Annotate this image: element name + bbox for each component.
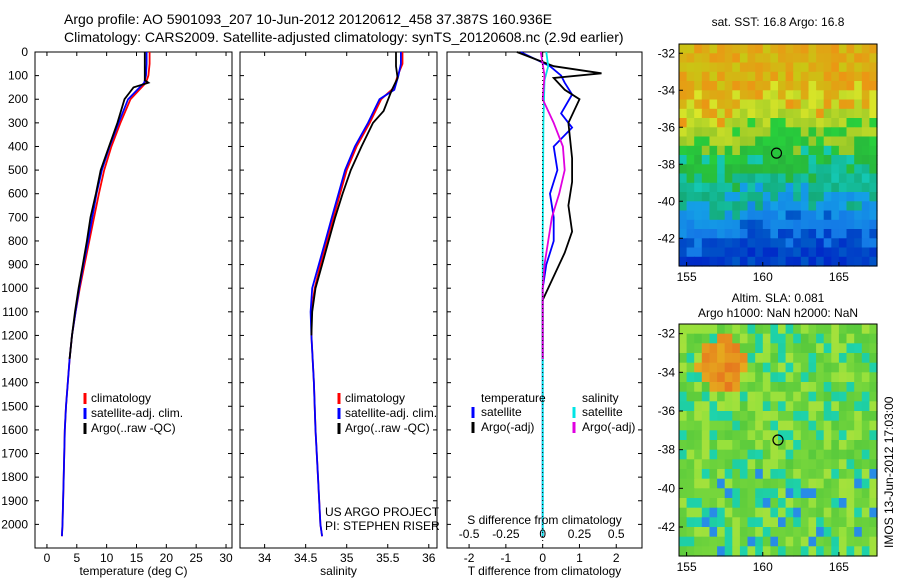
series-line-difference-3 [539,51,566,359]
annotation-project: US ARGO PROJECT [325,505,440,519]
sst-map-title: sat. SST: 16.8 Argo: 16.8 [712,15,845,29]
argo-position-marker [772,434,784,446]
series-line-difference-1 [516,51,602,359]
sla-map-title-line1: Altim. SLA: 0.081 [732,291,825,305]
legend-label-salinity: Argo(..raw -QC) [345,421,430,435]
legend-label-difference: Argo(-adj) [582,420,635,434]
depth-tick-label: 1700 [1,447,28,461]
depth-tick-label: 500 [8,163,28,177]
map-xtick-label: 160 [753,560,773,574]
xtick-label-salinity: 35.5 [376,551,400,565]
map-frame-sst-map [678,43,878,267]
imos-side-label: IMOS 13-Jun-2012 17:03:00 [882,396,896,548]
map-xtick-label: 160 [753,270,773,284]
argo-position-marker [770,147,783,159]
xtick-label-salinity: 35 [340,551,354,565]
map-ytick-label: -36 [658,404,676,418]
depth-tick-label: 1500 [1,399,28,413]
depth-tick-label: 1800 [1,470,28,484]
panel-frame-difference [446,51,643,549]
annotation-pi: PI: STEPHEN RISER [325,519,440,533]
xtick-label-temperature: 5 [73,551,80,565]
xtick-label-difference: 1 [576,551,583,565]
map-field-sst-map [679,44,878,267]
depth-tick-label: 700 [8,210,28,224]
series-line-salinity-2 [310,52,399,336]
xtick-label-difference: -2 [464,551,475,565]
map-ytick-label: -32 [658,327,676,341]
depth-tick-label: 200 [8,92,28,106]
legend-label-salinity: climatology [345,391,405,405]
plot-title-line2: Climatology: CARS2009. Satellite-adjuste… [64,29,624,45]
xtick-s-label: 0.5 [608,527,625,541]
depth-tick-label: 400 [8,139,28,153]
xtick-label-salinity: 34.5 [294,551,318,565]
depth-tick-label: 900 [8,258,28,272]
map-ytick-label: -38 [658,443,676,457]
depth-tick-label: 2000 [1,517,28,531]
legend-label-temperature: Argo(..raw -QC) [91,421,176,435]
depth-tick-label: 1600 [1,423,28,437]
legend-label-temperature: satellite-adj. clim. [91,406,183,420]
depth-tick-label: 1000 [1,281,28,295]
xlabel-top-difference: S difference from climatology [467,513,622,527]
legend-label-salinity: satellite-adj. clim. [345,406,437,420]
xtick-label-salinity: 34 [258,551,272,565]
map-ytick-label: -42 [658,520,676,534]
series-line-temperature-2 [68,52,151,360]
xtick-label-temperature: 20 [160,551,174,565]
xtick-label-difference: 2 [613,551,620,565]
map-ytick-label: -36 [658,120,676,134]
xlabel-salinity: salinity [320,564,357,578]
xtick-s-label: 0.25 [568,527,592,541]
xtick-label-temperature: 10 [100,551,114,565]
depth-tick-label: 1400 [1,376,28,390]
xlabel-temperature: temperature (deg C) [79,564,187,578]
map-xtick-label: 165 [829,560,849,574]
legend-header-temperature: temperature [481,391,546,405]
depth-tick-label: 1200 [1,328,28,342]
legend-header-salinity: salinity [582,391,619,405]
depth-tick-label: 100 [8,69,28,83]
plot-title-line1: Argo profile: AO 5901093_207 10-Jun-2012… [64,11,553,27]
legend-label-difference: Argo(-adj) [481,420,534,434]
map-xtick-label: 165 [829,270,849,284]
xtick-label-temperature: 25 [190,551,204,565]
sla-map-title-line2: Argo h1000: NaN h2000: NaN [698,306,858,320]
xtick-s-label: -0.5 [459,527,480,541]
depth-tick-label: 1300 [1,352,28,366]
depth-tick-label: 600 [8,187,28,201]
map-ytick-label: -34 [658,365,676,379]
map-frame-sla-map [678,323,878,557]
depth-tick-label: 0 [21,45,28,59]
xtick-label-difference: 0 [539,551,546,565]
map-ytick-label: -40 [658,481,676,495]
map-ytick-label: -40 [658,194,676,208]
panel-frame-salinity [239,51,438,549]
legend-label-difference: satellite [582,405,623,419]
xlabel-difference: T difference from climatology [468,564,622,578]
panel-frame-temperature [34,51,233,549]
map-xtick-label: 155 [677,270,697,284]
xtick-label-difference: -1 [501,551,512,565]
depth-tick-label: 1900 [1,494,28,508]
map-ytick-label: -42 [658,231,676,245]
map-field-sla-map [679,324,878,557]
map-ytick-label: -34 [658,83,676,97]
legend-label-temperature: climatology [91,391,151,405]
depth-tick-label: 300 [8,116,28,130]
xtick-s-label: 0 [539,527,546,541]
xtick-label-temperature: 0 [44,551,51,565]
map-ytick-label: -32 [658,46,676,60]
map-xtick-label: 155 [677,560,697,574]
depth-tick-label: 800 [8,234,28,248]
xtick-label-temperature: 30 [219,551,233,565]
depth-tick-label: 1100 [2,305,28,319]
xtick-s-label: -0.25 [492,527,520,541]
xtick-label-temperature: 15 [130,551,144,565]
legend-label-difference: satellite [481,405,522,419]
xtick-label-salinity: 36 [422,551,436,565]
map-ytick-label: -38 [658,157,676,171]
